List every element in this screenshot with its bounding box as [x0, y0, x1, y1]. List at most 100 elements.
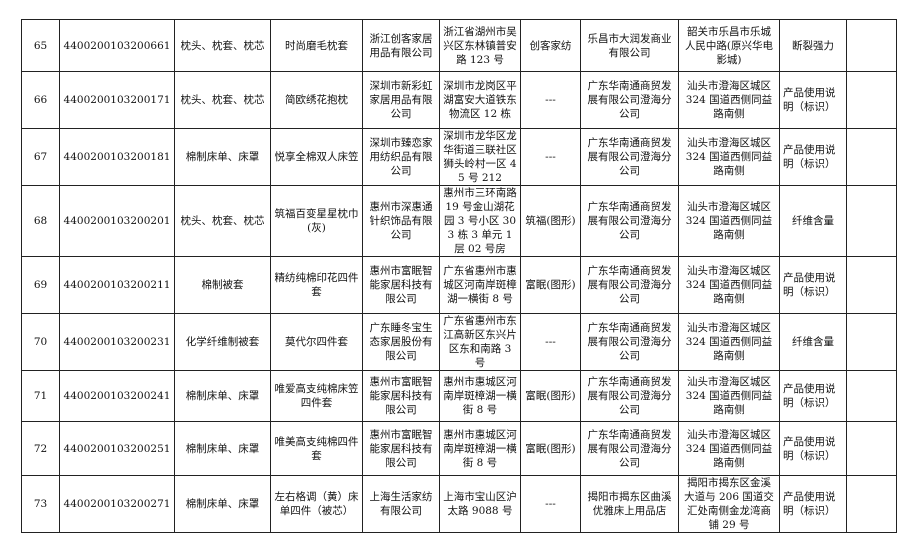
- seller-address-cell: 汕头市澄海区城区 324 国道西侧同益路南侧: [678, 370, 780, 422]
- remark-cell: [846, 421, 897, 476]
- product-name-cell: 唯美高支纯棉四件套: [270, 421, 363, 476]
- remark-cell: [846, 71, 897, 129]
- seller-name-cell: 广东华南通商贸发展有限公司澄海分公司: [580, 71, 679, 129]
- table-row: 66 4400200103200171 枕头、枕套、枕芯 简欧绣花抱枕 深圳市新彩虹家居…: [21, 71, 897, 129]
- product-category-cell: 枕头、枕套、枕芯: [174, 185, 271, 257]
- table-row: 71 4400200103200241 棉制床单、床罩 唯爱高支纯棉床笠四件套 惠州市富…: [21, 370, 897, 422]
- row-number-cell: 69: [21, 256, 60, 314]
- producer-address-cell: 深圳市龙岗区平湖富安大道铁东物流区 12 栋: [439, 71, 521, 129]
- row-number-cell: 70: [21, 313, 60, 371]
- failed-item-cell: 产品使用说明（标识）: [779, 475, 847, 533]
- product-name-cell: 简欧绣花抱枕: [270, 71, 363, 129]
- remark-cell: [846, 19, 897, 72]
- producer-address-cell: 广东省惠州市东江高新区东兴片区东和南路 3 号: [439, 313, 521, 371]
- seller-address-cell: 韶关市乐昌市乐城人民中路(原兴华电影城): [678, 19, 780, 72]
- row-number-cell: 72: [21, 421, 60, 476]
- product-category-cell: 化学纤维制被套: [174, 313, 271, 371]
- producer-address-cell: 惠州市惠城区河南岸斑樟湖一横街 8 号: [439, 370, 521, 422]
- seller-address-cell: 汕头市澄海区城区 324 国道西侧同益路南侧: [678, 313, 780, 371]
- seller-name-cell: 广东华南通商贸发展有限公司澄海分公司: [580, 370, 679, 422]
- trademark-cell: 筑福(图形): [520, 185, 581, 257]
- seller-address-cell: 揭阳市揭东区金溪大道与 206 国道交汇处南侧金龙湾商铺 29 号: [678, 475, 780, 533]
- seller-name-cell: 乐昌市大润发商业有限公司: [580, 19, 679, 72]
- table-row: 65 4400200103200661 枕头、枕套、枕芯 时尚磨毛枕套 浙江创客家居用品…: [21, 19, 897, 72]
- product-category-cell: 棉制被套: [174, 256, 271, 314]
- row-number-cell: 67: [21, 128, 60, 186]
- row-number-cell: 66: [21, 71, 60, 129]
- seller-address-cell: 汕头市澄海区城区 324 国道西侧同益路南侧: [678, 71, 780, 129]
- failed-item-cell: 产品使用说明（标识）: [779, 421, 847, 476]
- seller-name-cell: 广东华南通商贸发展有限公司澄海分公司: [580, 256, 679, 314]
- failed-item-cell: 断裂强力: [779, 19, 847, 72]
- seller-address-cell: 汕头市澄海区城区 324 国道西侧同益路南侧: [678, 185, 780, 257]
- producer-name-cell: 广东睡冬宝生态家居股份有限公司: [362, 313, 440, 371]
- product-category-cell: 棉制床单、床罩: [174, 475, 271, 533]
- failed-item-cell: 产品使用说明（标识）: [779, 370, 847, 422]
- seller-name-cell: 广东华南通商贸发展有限公司澄海分公司: [580, 313, 679, 371]
- remark-cell: [846, 313, 897, 371]
- failed-item-cell: 产品使用说明（标识）: [779, 256, 847, 314]
- sample-code-cell: 4400200103200661: [59, 19, 175, 72]
- trademark-cell: 富眠(图形): [520, 421, 581, 476]
- sample-code-cell: 4400200103200251: [59, 421, 175, 476]
- remark-cell: [846, 370, 897, 422]
- product-category-cell: 棉制床单、床罩: [174, 128, 271, 186]
- product-category-cell: 棉制床单、床罩: [174, 421, 271, 476]
- producer-address-cell: 惠州市惠城区河南岸斑樟湖一横街 8 号: [439, 421, 521, 476]
- trademark-cell: 创客家纺: [520, 19, 581, 72]
- sample-code-cell: 4400200103200181: [59, 128, 175, 186]
- trademark-cell: 富眠(图形): [520, 256, 581, 314]
- product-category-cell: 棉制床单、床罩: [174, 370, 271, 422]
- trademark-cell: ---: [520, 128, 581, 186]
- product-name-cell: 悦享全棉双人床笠: [270, 128, 363, 186]
- table-row: 70 4400200103200231 化学纤维制被套 莫代尔四件套 广东睡冬宝生态家居…: [21, 313, 897, 371]
- trademark-cell: 富眠(图形): [520, 370, 581, 422]
- remark-cell: [846, 256, 897, 314]
- producer-address-cell: 浙江省湖州市吴兴区东林镇普安路 123 号: [439, 19, 521, 72]
- seller-address-cell: 汕头市澄海区城区 324 国道西侧同益路南侧: [678, 128, 780, 186]
- producer-name-cell: 上海生活家纺有限公司: [362, 475, 440, 533]
- table-body: 65 4400200103200661 枕头、枕套、枕芯 时尚磨毛枕套 浙江创客家居用品…: [21, 19, 897, 533]
- inspection-results-table: 65 4400200103200661 枕头、枕套、枕芯 时尚磨毛枕套 浙江创客家居用品…: [21, 19, 897, 533]
- product-name-cell: 左右格调（黄）床单四件（被芯）: [270, 475, 363, 533]
- row-number-cell: 68: [21, 185, 60, 257]
- seller-name-cell: 广东华南通商贸发展有限公司澄海分公司: [580, 185, 679, 257]
- sample-code-cell: 4400200103200241: [59, 370, 175, 422]
- seller-name-cell: 揭阳市揭东区曲溪优雅床上用品店: [580, 475, 679, 533]
- product-name-cell: 精纺纯棉印花四件套: [270, 256, 363, 314]
- producer-name-cell: 惠州市富眠智能家居科技有限公司: [362, 256, 440, 314]
- producer-name-cell: 深圳市臻恋家用纺织品有限公司: [362, 128, 440, 186]
- product-category-cell: 枕头、枕套、枕芯: [174, 71, 271, 129]
- producer-address-cell: 广东省惠州市惠城区河南岸斑樟湖一横街 8 号: [439, 256, 521, 314]
- table-row: 72 4400200103200251 棉制床单、床罩 唯美高支纯棉四件套 惠州市富眠智…: [21, 421, 897, 476]
- producer-name-cell: 惠州市富眠智能家居科技有限公司: [362, 421, 440, 476]
- failed-item-cell: 纤维含量: [779, 185, 847, 257]
- trademark-cell: ---: [520, 475, 581, 533]
- row-number-cell: 71: [21, 370, 60, 422]
- table-row: 73 4400200103200271 棉制床单、床罩 左右格调（黄）床单四件（被芯）…: [21, 475, 897, 533]
- product-name-cell: 唯爱高支纯棉床笠四件套: [270, 370, 363, 422]
- producer-name-cell: 惠州市富眠智能家居科技有限公司: [362, 370, 440, 422]
- remark-cell: [846, 475, 897, 533]
- failed-item-cell: 产品使用说明（标识）: [779, 128, 847, 186]
- table-row: 69 4400200103200211 棉制被套 精纺纯棉印花四件套 惠州市富眠智能家居…: [21, 256, 897, 314]
- row-number-cell: 65: [21, 19, 60, 72]
- sample-code-cell: 4400200103200211: [59, 256, 175, 314]
- trademark-cell: ---: [520, 313, 581, 371]
- producer-address-cell: 深圳市龙华区龙华街道三联社区狮头岭村一区 45 号 212: [439, 128, 521, 186]
- producer-address-cell: 惠州市三环南路 19 号金山湖花园 3 号小区 303 栋 3 单元 1 层 0…: [439, 185, 521, 257]
- seller-name-cell: 广东华南通商贸发展有限公司澄海分公司: [580, 128, 679, 186]
- producer-name-cell: 浙江创客家居用品有限公司: [362, 19, 440, 72]
- producer-name-cell: 惠州市深惠通针织饰品有限公司: [362, 185, 440, 257]
- trademark-cell: ---: [520, 71, 581, 129]
- producer-address-cell: 上海市宝山区沪太路 9088 号: [439, 475, 521, 533]
- failed-item-cell: 纤维含量: [779, 313, 847, 371]
- failed-item-cell: 产品使用说明（标识）: [779, 71, 847, 129]
- product-name-cell: 筑福百变星星枕巾(灰): [270, 185, 363, 257]
- table-row: 68 4400200103200201 枕头、枕套、枕芯 筑福百变星星枕巾(灰) 惠州市…: [21, 185, 897, 257]
- sample-code-cell: 4400200103200231: [59, 313, 175, 371]
- remark-cell: [846, 128, 897, 186]
- product-name-cell: 时尚磨毛枕套: [270, 19, 363, 72]
- seller-name-cell: 广东华南通商贸发展有限公司澄海分公司: [580, 421, 679, 476]
- sample-code-cell: 4400200103200271: [59, 475, 175, 533]
